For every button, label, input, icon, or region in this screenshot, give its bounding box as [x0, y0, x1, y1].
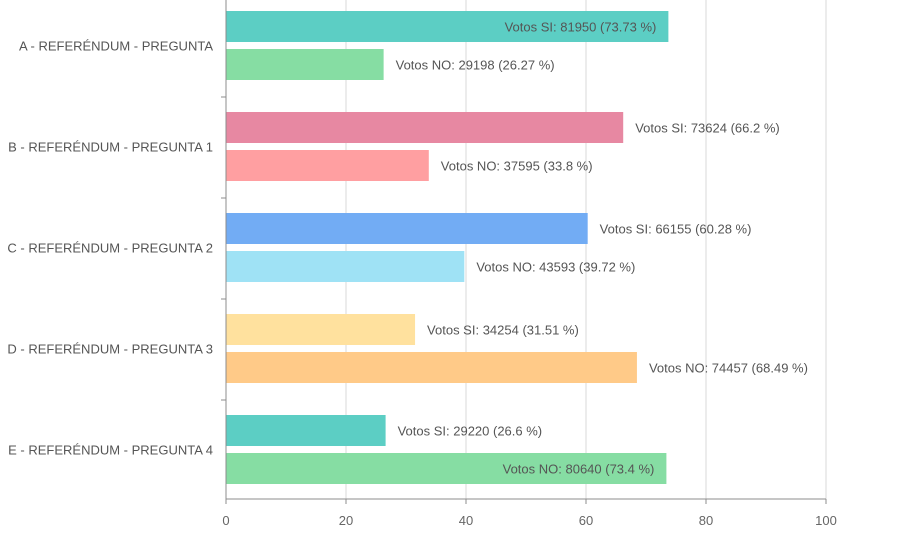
- bar-data-label: Votos NO: 80640 (73.4 %): [503, 462, 655, 477]
- bar-series: [226, 11, 669, 484]
- y-category-label: B - REFERÉNDUM - PREGUNTA 1: [8, 140, 213, 155]
- y-category-label: C - REFERÉNDUM - PREGUNTA 2: [7, 241, 213, 256]
- x-tick-label: 0: [222, 513, 229, 528]
- bar-data-label: Votos SI: 81950 (73.73 %): [505, 20, 657, 35]
- bar[interactable]: [226, 415, 386, 446]
- bar[interactable]: [226, 251, 465, 282]
- bar[interactable]: [226, 352, 637, 383]
- bar-data-label: Votos SI: 73624 (66.2 %): [635, 121, 780, 136]
- bar[interactable]: [226, 11, 669, 42]
- bar-data-label: Votos SI: 66155 (60.28 %): [600, 222, 752, 237]
- data-labels: Votos SI: 81950 (73.73 %) Votos NO: 29198…: [396, 20, 808, 477]
- x-tick-label: 80: [699, 513, 713, 528]
- bar[interactable]: [226, 213, 588, 244]
- bar[interactable]: [226, 150, 429, 181]
- bar-data-label: Votos NO: 37595 (33.8 %): [441, 159, 593, 174]
- bar-data-label: Votos SI: 34254 (31.51 %): [427, 323, 579, 338]
- x-tick-label: 60: [579, 513, 593, 528]
- bar[interactable]: [226, 453, 667, 484]
- bar-data-label: Votos NO: 43593 (39.72 %): [476, 260, 635, 275]
- bar[interactable]: [226, 112, 624, 143]
- bar-data-label: Votos NO: 29198 (26.27 %): [396, 58, 555, 73]
- axes: 0 20 40 60 80 100 A - REFERÉNDUM - PREGUNTA B -…: [7, 0, 837, 528]
- bar-data-label: Votos NO: 74457 (68.49 %): [649, 361, 808, 376]
- x-tick-label: 100: [815, 513, 837, 528]
- x-tick-label: 40: [459, 513, 473, 528]
- y-category-label: A - REFERÉNDUM - PREGUNTA: [19, 39, 213, 54]
- x-tick-label: 20: [339, 513, 353, 528]
- bar[interactable]: [226, 314, 416, 345]
- bar-data-label: Votos SI: 29220 (26.6 %): [398, 424, 543, 439]
- y-category-label: D - REFERÉNDUM - PREGUNTA 3: [7, 342, 213, 357]
- bar[interactable]: [226, 49, 384, 80]
- y-category-label: E - REFERÉNDUM - PREGUNTA 4: [8, 443, 213, 458]
